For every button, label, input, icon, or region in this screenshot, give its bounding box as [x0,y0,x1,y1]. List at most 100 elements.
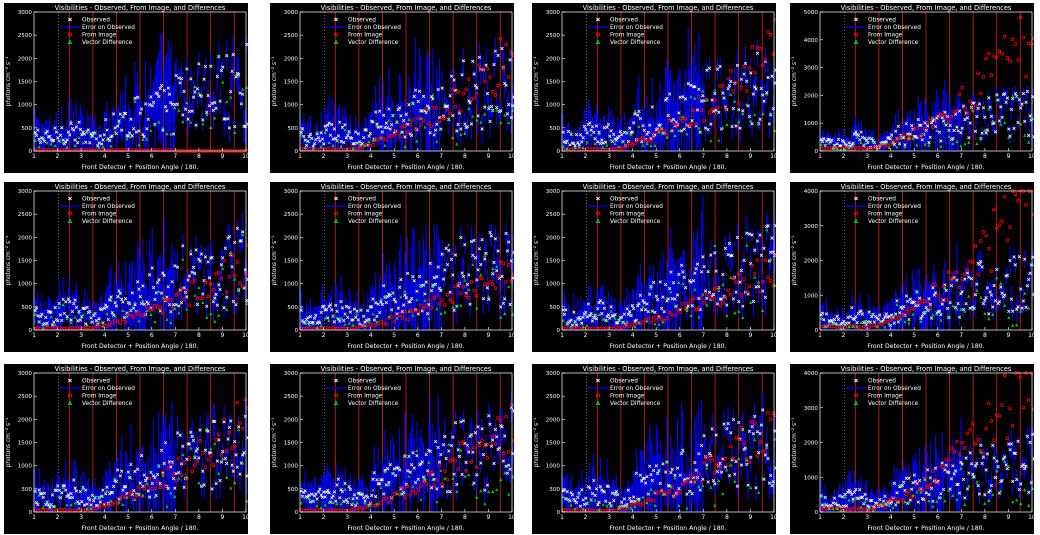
difference-point [205,112,209,116]
image-point [763,258,768,263]
observed-point [585,131,589,135]
observed-point [701,94,705,98]
observed-point [858,138,862,142]
observed-point [698,130,702,134]
observed-point [428,131,432,135]
image-point [1005,238,1010,242]
difference-point [495,265,499,269]
difference-point [439,127,443,131]
image-point [968,99,972,104]
difference-point [689,94,693,98]
difference-point [459,303,463,307]
image-point [651,315,656,320]
observed-point [375,122,379,126]
observed-point [363,320,367,324]
image-point [179,287,184,291]
x-tick-label: 9 [221,332,225,339]
observed-point [49,310,53,314]
image-point [405,130,410,134]
difference-point [129,476,133,480]
image-point [859,326,863,330]
observed-point [711,292,716,297]
observed-point [721,91,725,95]
observed-point [896,124,901,128]
legend-difference-marker [595,39,601,44]
observed-point [331,137,335,141]
observed-point [233,124,237,129]
observed-point [119,469,124,473]
observed-point [682,127,686,131]
observed-point [852,132,857,136]
observed-point [479,262,483,267]
observed-point [214,292,218,297]
difference-point [61,141,65,145]
image-point [885,143,890,148]
observed-point [142,302,146,307]
x-tick-label: 3 [79,153,83,160]
image-point [670,128,675,133]
observed-point [842,140,846,144]
image-point [177,291,181,296]
difference-point [585,140,589,144]
image-point [105,504,109,509]
visibility-plot-panel: Visibilities - Observed, From Image, and… [270,364,514,534]
difference-point [241,233,245,237]
image-point [384,138,389,142]
difference-point [987,317,991,321]
difference-point [487,295,491,299]
difference-point [383,294,387,298]
difference-point [819,143,823,147]
difference-point [65,317,69,320]
observed-point [480,127,484,131]
observed-point [1000,115,1004,119]
difference-point [415,139,419,143]
observed-point [649,136,653,141]
image-point [177,456,181,461]
observed-point [45,129,49,134]
difference-point [237,74,241,78]
visibility-plot-panel: Visibilities - Observed, From Image, and… [532,3,776,173]
image-point [421,118,426,122]
observed-point [463,122,467,126]
difference-point [641,143,645,147]
difference-point [391,113,395,117]
image-point [102,502,107,507]
observed-point [750,122,754,126]
observed-point [731,297,736,301]
legend-image-label: From Image [348,212,383,218]
observed-point [730,124,734,129]
observed-point [473,83,478,88]
difference-point [375,124,379,128]
observed-point [980,131,984,135]
observed-point [512,95,514,99]
difference-point [693,96,697,100]
observed-point [135,95,140,100]
panel-title: Visibilities - Observed, From Image, and… [583,4,754,12]
image-point [230,253,234,258]
observed-point [326,316,330,320]
observed-point [407,102,411,107]
difference-point [1003,121,1007,125]
image-point [469,280,474,284]
observed-point [451,273,455,277]
x-tick-label: 7 [439,332,443,339]
difference-point [859,140,863,144]
x-tick-label: 1 [818,332,822,339]
image-point [936,293,941,298]
observed-point [145,476,149,480]
observed-point [755,239,760,243]
observed-point [774,223,776,228]
observed-point [999,285,1003,289]
observed-point [681,95,685,99]
observed-point [673,297,677,301]
image-point [490,282,495,286]
x-tick-label: 7 [701,332,705,339]
image-point [397,312,402,317]
observed-point [832,143,837,147]
y-axis-label: photons cm⁻² s⁻¹ [271,236,278,286]
observed-point [739,77,744,81]
difference-point [1011,323,1015,327]
observed-point [324,307,329,312]
image-point [649,139,653,144]
observed-point [759,253,764,257]
